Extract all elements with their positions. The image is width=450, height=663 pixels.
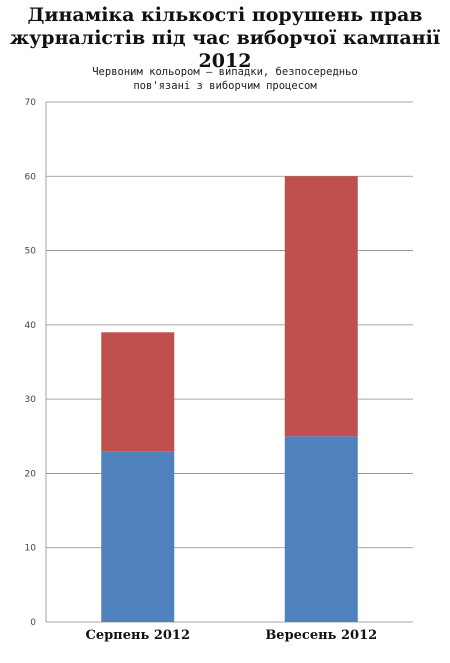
gridlines [46,101,413,549]
y-tick-label: 60 [25,172,37,182]
y-tick-label: 50 [25,247,37,257]
bars [101,176,358,622]
x-category-label: Вересень 2012 [265,628,377,643]
chart-title-line-1: Динаміка кількості порушень прав [27,4,423,26]
y-tick-label: 70 [25,98,37,108]
chart-title: Динаміка кількості порушень прав журналі… [0,4,450,73]
y-tick-labels: 0 10 20 30 40 50 60 70 [25,98,37,628]
bar-segment-series-1-cat-1 [101,451,175,622]
chart-subtitle-line-1: Червоним кольором — випадки, безпосередн… [92,66,358,78]
x-category-label: Серпень 2012 [85,628,190,643]
chart-subtitle: Червоним кольором — випадки, безпосередн… [60,65,390,93]
chart-subtitle-line-2: пов'язані з виборчим процесом [133,80,317,92]
y-tick-label: 40 [25,321,37,331]
bar-segment-series-2-cat-1 [101,332,175,452]
bar-segment-series-2-cat-2 [284,176,358,437]
y-tick-label: 20 [25,469,37,479]
x-category-labels: Серпень 2012 Вересень 2012 [85,628,377,643]
axes [45,102,413,623]
y-tick-label: 10 [25,544,37,554]
bar-segment-series-1-cat-2 [284,436,358,622]
y-tick-label: 30 [25,395,37,405]
chart-title-line-2: журналістів під час виборчої кампанії 20… [9,27,441,72]
y-tick-label: 0 [30,618,36,628]
